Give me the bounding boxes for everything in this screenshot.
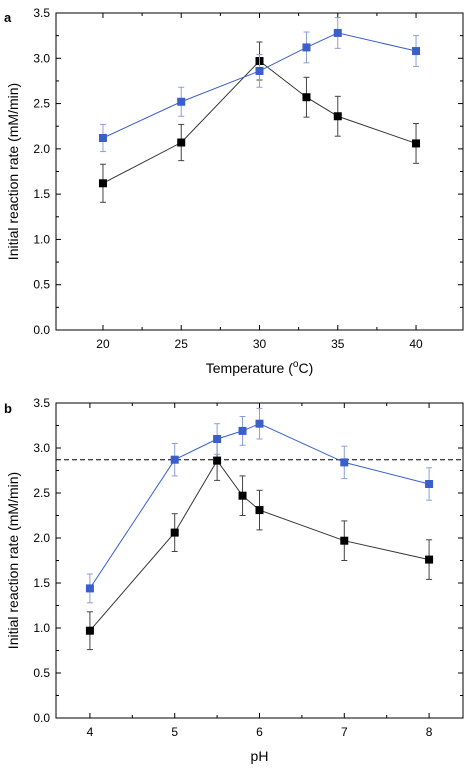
y-tick-label: 0.0 — [33, 323, 50, 337]
y-tick-label: 0.0 — [33, 711, 50, 725]
x-tick-label: 20 — [96, 337, 110, 351]
y-axis-title: Initial reaction rate (mM/min) — [5, 472, 21, 649]
data-point — [170, 528, 179, 537]
y-tick-label: 3.5 — [33, 396, 50, 410]
data-point — [85, 626, 94, 635]
y-tick-label: 3.5 — [33, 6, 50, 20]
data-point — [85, 584, 94, 593]
y-tick-label: 1.5 — [33, 187, 50, 201]
x-tick-label: 30 — [253, 337, 267, 351]
y-tick-label: 2.5 — [33, 486, 50, 500]
data-point — [333, 28, 342, 37]
data-point — [340, 458, 349, 467]
data-point — [302, 93, 311, 102]
y-tick-label: 2.5 — [33, 97, 50, 111]
data-point — [255, 506, 264, 515]
y-tick-label: 2.0 — [33, 531, 50, 545]
series-line — [89, 459, 430, 632]
panel-label: b — [4, 401, 12, 416]
x-tick-label: 5 — [171, 725, 178, 739]
y-tick-label: 0.5 — [33, 666, 50, 680]
series-line — [102, 60, 417, 184]
data-point — [333, 112, 342, 121]
data-point — [255, 66, 264, 75]
y-axis-title: Initial reaction rate (mM/min) — [5, 83, 21, 260]
data-point — [302, 43, 311, 52]
data-point — [177, 97, 186, 106]
data-point — [98, 133, 107, 142]
data-point — [412, 139, 421, 148]
data-point — [412, 47, 421, 56]
chart-panel-a: a 0.0 0.5 1.0 1.5 2.0 2.5 3.0 3.5 20 25 30 35 40 Tempe… — [4, 6, 464, 376]
x-tick-label: 8 — [426, 725, 433, 739]
data-point — [238, 426, 247, 435]
x-axis-title: Temperature (oC) — [206, 359, 314, 376]
data-point — [213, 435, 222, 443]
x-tick-label: 35 — [331, 337, 345, 351]
data-point — [425, 480, 434, 488]
x-axis-title: pH — [251, 748, 269, 764]
data-point — [98, 179, 107, 188]
data-point — [425, 555, 434, 564]
y-tick-label: 1.5 — [33, 576, 50, 590]
data-point — [177, 138, 186, 147]
x-tick-label: 6 — [256, 725, 263, 739]
chart-panel-b: b 0.0 0.5 1.0 1.5 2.0 2.5 3.0 3.5 4 5 6 7 8 pH Initial … — [4, 396, 464, 764]
data-point — [170, 455, 179, 464]
y-tick-label: 3.0 — [33, 51, 50, 65]
x-tick-label: 25 — [175, 337, 189, 351]
x-tick-label: 40 — [409, 337, 423, 351]
y-tick-label: 3.0 — [33, 441, 50, 455]
y-tick-label: 1.0 — [33, 232, 50, 246]
series-line — [102, 32, 417, 139]
plot-frame — [55, 402, 464, 719]
y-tick-label: 0.5 — [33, 278, 50, 292]
y-tick-label: 1.0 — [33, 621, 50, 635]
data-point — [238, 491, 247, 500]
panel-label: a — [4, 10, 12, 25]
x-tick-label: 4 — [87, 725, 94, 739]
data-point — [340, 536, 349, 545]
data-point — [255, 419, 264, 428]
x-tick-label: 7 — [341, 725, 348, 739]
data-point — [213, 456, 222, 465]
y-tick-label: 2.0 — [33, 142, 50, 156]
